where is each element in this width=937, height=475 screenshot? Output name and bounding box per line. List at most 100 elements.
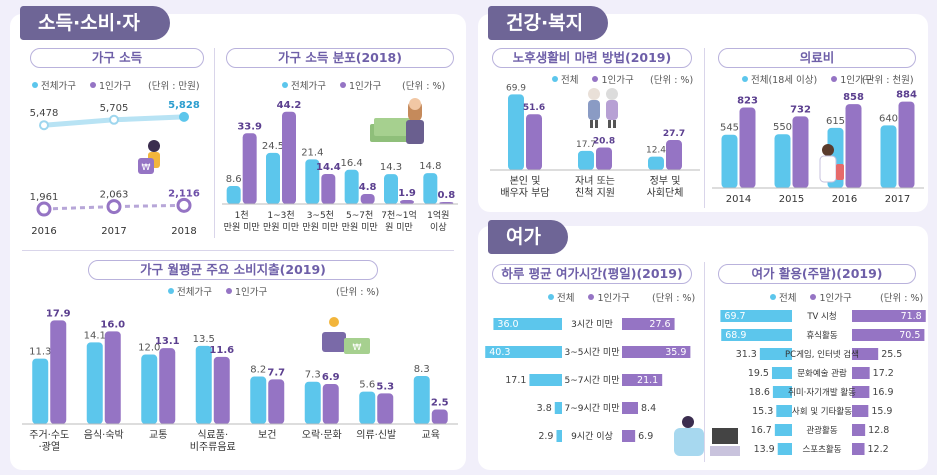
leisure-time-legend: 전체 1인가구 <box>548 290 630 304</box>
category-label: 오락·문화 <box>302 429 342 441</box>
category-label: 휴식활동 <box>806 330 837 341</box>
data-label: 858 <box>843 92 864 103</box>
health-divider-vertical <box>704 48 705 208</box>
legend-total-marker <box>552 76 558 82</box>
bar-total <box>648 156 664 170</box>
category-label: 본인 및 <box>510 175 541 187</box>
income-divider-horizontal <box>22 250 454 251</box>
data-label: 545 <box>720 123 739 134</box>
category-label: 1~3천 <box>267 210 294 221</box>
point-total <box>39 120 49 131</box>
x-tick-label: 2017 <box>101 226 126 237</box>
bar-total <box>772 386 792 398</box>
legend-single-label: 1인가구 <box>840 75 873 86</box>
legend-single-marker <box>810 294 817 300</box>
data-label: 5.6 <box>359 380 375 391</box>
data-label-total: 36.0 <box>497 319 518 330</box>
data-label: 33.9 <box>237 121 262 132</box>
bar-single <box>400 200 414 204</box>
data-label: 12.0 <box>138 343 160 354</box>
shopping-woman-illustration: ₩ <box>138 140 160 174</box>
data-label-total: 16.7 <box>751 425 772 436</box>
bar-single <box>360 193 375 204</box>
bar-total <box>250 376 267 424</box>
bar-total <box>141 354 158 424</box>
household-income-title: 가구 소득 <box>30 48 204 68</box>
data-label: 823 <box>737 96 758 107</box>
bar-single <box>50 320 67 424</box>
legend-single-marker <box>831 76 838 82</box>
category-label: 2016 <box>832 194 857 205</box>
point-single <box>106 199 122 215</box>
doctor-illustration <box>819 144 844 183</box>
data-label: 14.4 <box>316 162 341 173</box>
category-label: 5~7시간 미만 <box>565 375 620 386</box>
data-label: 615 <box>826 116 845 127</box>
point-total <box>179 111 189 122</box>
legend-total-marker <box>32 82 38 88</box>
data-label: 20.8 <box>593 137 615 147</box>
data-label: 2,063 <box>100 190 129 201</box>
bar-total <box>774 424 792 436</box>
bar-total <box>771 367 792 379</box>
bar-total <box>86 342 103 424</box>
bar-total <box>305 159 320 204</box>
bar-single <box>852 348 879 360</box>
bar-single <box>431 409 448 424</box>
data-label: 11.3 <box>29 347 51 358</box>
category-label: 3~5시간 미만 <box>565 347 620 358</box>
bar-total <box>304 381 321 424</box>
bar-total <box>721 134 738 188</box>
data-label-single: 17.2 <box>873 368 894 379</box>
bar-total <box>423 173 438 204</box>
bar-total <box>529 374 562 386</box>
category-label: 2015 <box>779 194 804 205</box>
leisure-divider-vertical <box>704 262 705 462</box>
legend-single-label: 1인가구 <box>597 293 630 304</box>
data-label: 1.9 <box>398 188 416 199</box>
category-label: 7~9시간 미만 <box>565 403 620 414</box>
data-label-single: 6.9 <box>638 431 653 442</box>
data-label: 732 <box>790 104 811 115</box>
bar-single <box>898 101 915 188</box>
data-label: 12.4 <box>646 146 666 156</box>
x-tick-label: 2018 <box>171 226 196 237</box>
data-label: 2,116 <box>168 188 200 199</box>
data-label: 16.0 <box>100 319 125 330</box>
bar-single <box>666 140 682 170</box>
bar-total <box>32 358 49 424</box>
retirement-legend: 전체 1인가구 <box>552 72 634 86</box>
category-label: PC게임, 인터넷 검색 <box>785 349 859 360</box>
bar-single <box>213 356 230 424</box>
bar-single <box>852 367 870 379</box>
bar-single <box>322 384 339 424</box>
legend-total-marker <box>742 76 748 82</box>
category-label: 7천~1억 <box>381 209 417 221</box>
category-label: 자녀 또는 <box>575 175 615 187</box>
health-section-tag: 건강·복지 <box>488 6 608 40</box>
category-label: ·광열 <box>38 441 60 453</box>
bar-total <box>556 430 562 442</box>
category-label: 보건 <box>258 429 276 441</box>
data-label: 5.3 <box>376 381 394 392</box>
data-label: 6.9 <box>322 372 340 383</box>
category-label: 사회 및 기타활동 <box>792 406 852 417</box>
data-label: 16.4 <box>341 158 363 169</box>
point-single <box>36 201 52 217</box>
category-label: 주거·수도 <box>29 429 69 441</box>
bar-single <box>852 405 869 417</box>
legend-single-marker <box>89 82 96 88</box>
money-stack-illustration <box>370 98 424 144</box>
category-label: 사회단체 <box>647 187 684 199</box>
category-label: 관광활동 <box>806 425 837 436</box>
data-label: 0.8 <box>437 190 455 201</box>
legend-single-marker <box>225 288 232 294</box>
category-label: 음식·숙박 <box>84 429 124 441</box>
leisure-activity-title: 여가 활용(주말)(2019) <box>718 264 916 284</box>
category-label: 이상 <box>430 222 447 233</box>
data-label: 5,478 <box>30 108 59 119</box>
legend-total-label: 전체 <box>779 293 797 304</box>
data-label-total: 3.8 <box>537 403 552 414</box>
